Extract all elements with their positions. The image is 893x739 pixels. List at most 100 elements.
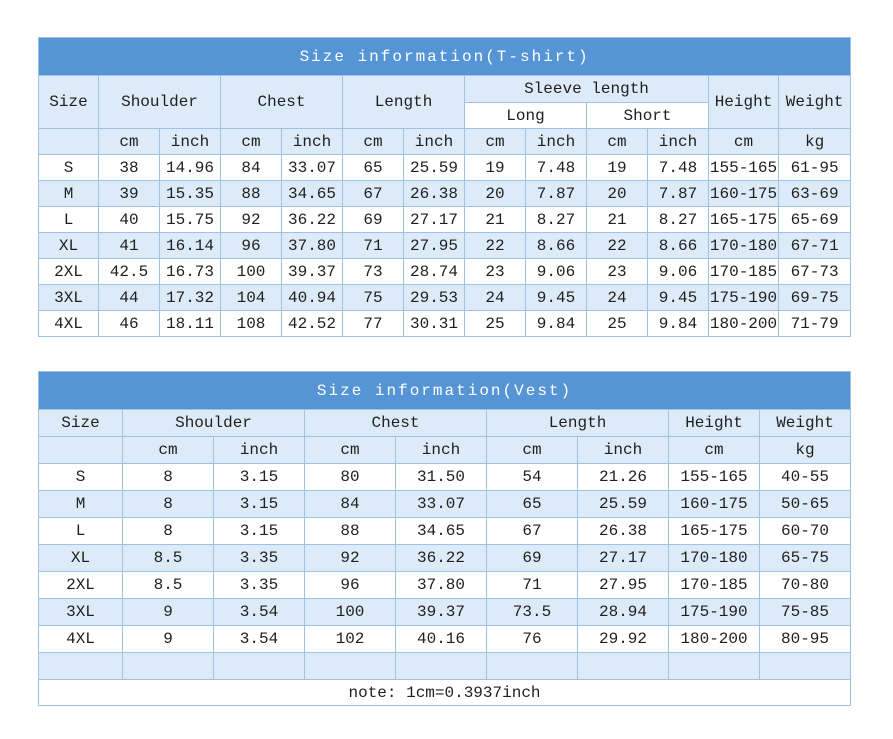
value-cell: 69 (486, 544, 578, 572)
value-cell: 44 (98, 284, 160, 311)
value-cell: 160-175 (708, 180, 779, 207)
header-height: Height (708, 75, 779, 129)
value-cell: 9.84 (525, 310, 587, 337)
value-cell: 9.45 (525, 284, 587, 311)
unit-cell: cm (464, 128, 526, 155)
value-cell: 54 (486, 463, 578, 491)
size-cell: 4XL (38, 625, 123, 653)
unit-cell: cm (668, 436, 760, 464)
table-row: S 38 14.96 84 33.07 65 25.59 19 7.48 19 7.48 155-16… (38, 154, 852, 181)
value-cell: 28.74 (403, 258, 465, 285)
unit-cell: inch (395, 436, 487, 464)
value-cell: 14.96 (159, 154, 221, 181)
size-cell: S (38, 463, 123, 491)
value-cell (668, 652, 760, 680)
unit-cell: inch (213, 436, 305, 464)
table-row: 4XL 9 3.54 102 40.16 76 29.92 180-200 80-95 (38, 625, 852, 653)
table-row: XL 41 16.14 96 37.80 71 27.95 22 8.66 22 8.66 170-1… (38, 232, 852, 259)
table-row: 2XL 42.5 16.73 100 39.37 73 28.74 23 9.06 23 9.06 1… (38, 258, 852, 285)
unit-cell: cm (486, 436, 578, 464)
value-cell: 75-85 (758, 598, 852, 626)
value-cell: 18.11 (159, 310, 221, 337)
value-cell (213, 652, 305, 680)
unit-cell: cm (304, 436, 396, 464)
unit-cell: inch (577, 436, 669, 464)
note-row: note: 1cm=0.3937inch (37, 679, 852, 706)
value-cell: 84 (220, 154, 282, 181)
value-cell: 67-71 (777, 232, 852, 259)
value-cell: 20 (464, 180, 526, 207)
value-cell: 88 (220, 180, 282, 207)
vest-title-row: Size information(Vest) (37, 371, 852, 410)
value-cell: 67 (486, 517, 578, 545)
value-cell: 41 (98, 232, 160, 259)
value-cell: 155-165 (668, 463, 760, 491)
value-cell: 23 (586, 258, 648, 285)
value-cell: 69 (342, 206, 404, 233)
header-height: Height (668, 409, 760, 437)
value-cell: 71 (342, 232, 404, 259)
value-cell: 8.27 (647, 206, 709, 233)
value-cell: 24 (464, 284, 526, 311)
value-cell: 40 (98, 206, 160, 233)
value-cell: 25 (586, 310, 648, 337)
value-cell: 76 (486, 625, 578, 653)
value-cell: 19 (464, 154, 526, 181)
header-chest: Chest (304, 409, 487, 437)
note-text: note: 1cm=0.3937inch (37, 679, 852, 706)
value-cell: 8.5 (122, 544, 214, 572)
value-cell: 60-70 (758, 517, 852, 545)
unit-cell: cm (586, 128, 648, 155)
value-cell: 29.53 (403, 284, 465, 311)
value-cell: 40.94 (281, 284, 343, 311)
unit-cell: inch (525, 128, 587, 155)
value-cell: 170-185 (708, 258, 779, 285)
value-cell: 80 (304, 463, 396, 491)
value-cell: 96 (304, 571, 396, 599)
unit-cell: kg (758, 436, 852, 464)
value-cell: 33.07 (395, 490, 487, 518)
value-cell: 175-190 (668, 598, 760, 626)
value-cell: 8.66 (647, 232, 709, 259)
value-cell: 9.06 (525, 258, 587, 285)
value-cell: 7.87 (525, 180, 587, 207)
unit-cell: kg (777, 128, 852, 155)
table-row: M 8 3.15 84 33.07 65 25.59 160-175 50-65 (38, 490, 852, 518)
value-cell: 63-69 (777, 180, 852, 207)
header-sleeve-length: Sleeve length (464, 75, 709, 103)
value-cell: 26.38 (403, 180, 465, 207)
value-cell: 36.22 (281, 206, 343, 233)
units-row: cm inch cm inch cm inch cm kg (38, 436, 852, 464)
value-cell: 3.15 (213, 490, 305, 518)
table-row: L 40 15.75 92 36.22 69 27.17 21 8.27 21 8.27 165-17… (38, 206, 852, 233)
value-cell: 15.35 (159, 180, 221, 207)
value-cell: 65-75 (758, 544, 852, 572)
header-weight: Weight (777, 75, 852, 129)
value-cell: 160-175 (668, 490, 760, 518)
value-cell: 108 (220, 310, 282, 337)
value-cell: 170-180 (708, 232, 779, 259)
table-row: 4XL 46 18.11 108 42.52 77 30.31 25 9.84 25 9.84 180… (38, 310, 852, 337)
value-cell: 26.38 (577, 517, 669, 545)
value-cell: 17.32 (159, 284, 221, 311)
size-cell: 2XL (38, 258, 99, 285)
vest-size-table: Size information(Vest) Size Shoulder Che… (37, 371, 852, 706)
value-cell: 8 (122, 517, 214, 545)
value-cell: 20 (586, 180, 648, 207)
table-row: L 8 3.15 88 34.65 67 26.38 165-175 60-70 (38, 517, 852, 545)
value-cell: 23 (464, 258, 526, 285)
value-cell: 9.45 (647, 284, 709, 311)
unit-cell: cm (342, 128, 404, 155)
value-cell: 8.5 (122, 571, 214, 599)
value-cell: 22 (586, 232, 648, 259)
table-row: M 39 15.35 88 34.65 67 26.38 20 7.87 20 7.87 160-17… (38, 180, 852, 207)
value-cell: 33.07 (281, 154, 343, 181)
value-cell: 42.5 (98, 258, 160, 285)
size-cell: 2XL (38, 571, 123, 599)
value-cell (395, 652, 487, 680)
value-cell: 70-80 (758, 571, 852, 599)
size-cell: 4XL (38, 310, 99, 337)
value-cell: 3.35 (213, 544, 305, 572)
value-cell: 39.37 (281, 258, 343, 285)
value-cell: 39.37 (395, 598, 487, 626)
